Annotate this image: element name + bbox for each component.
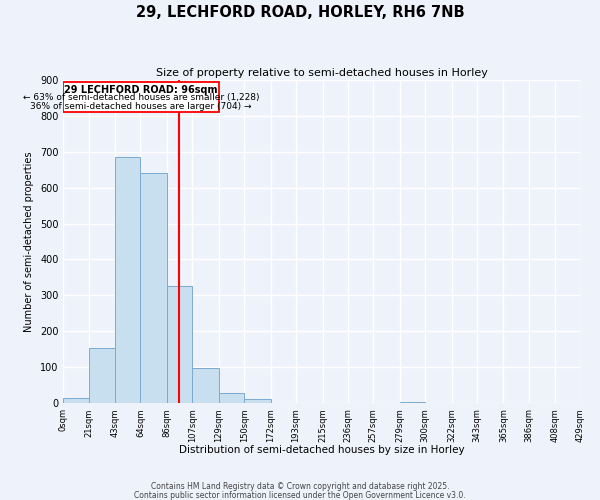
Bar — [115, 157, 140, 404]
Text: ← 63% of semi-detached houses are smaller (1,228): ← 63% of semi-detached houses are smalle… — [23, 93, 259, 102]
Bar — [244, 399, 271, 404]
Text: 29 LECHFORD ROAD: 96sqm: 29 LECHFORD ROAD: 96sqm — [64, 85, 218, 95]
Bar — [400, 402, 425, 404]
Bar — [167, 286, 193, 404]
Text: Contains public sector information licensed under the Open Government Licence v3: Contains public sector information licen… — [134, 490, 466, 500]
Bar — [64, 82, 219, 112]
X-axis label: Distribution of semi-detached houses by size in Horley: Distribution of semi-detached houses by … — [179, 445, 465, 455]
Text: 29, LECHFORD ROAD, HORLEY, RH6 7NB: 29, LECHFORD ROAD, HORLEY, RH6 7NB — [136, 5, 464, 20]
Bar — [89, 348, 115, 404]
Y-axis label: Number of semi-detached properties: Number of semi-detached properties — [25, 152, 34, 332]
Bar — [193, 368, 219, 404]
Bar — [140, 173, 167, 404]
Bar — [64, 398, 89, 404]
Bar — [219, 392, 244, 404]
Title: Size of property relative to semi-detached houses in Horley: Size of property relative to semi-detach… — [156, 68, 488, 78]
Text: Contains HM Land Registry data © Crown copyright and database right 2025.: Contains HM Land Registry data © Crown c… — [151, 482, 449, 491]
Text: 36% of semi-detached houses are larger (704) →: 36% of semi-detached houses are larger (… — [31, 102, 252, 111]
